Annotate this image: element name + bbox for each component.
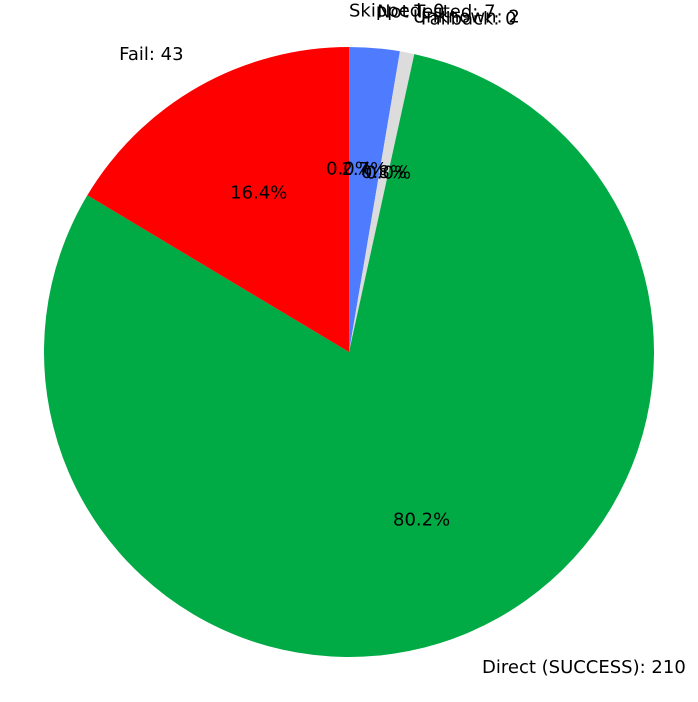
slice-percent-not-tested: 2.7% xyxy=(341,159,387,180)
pie-slice-direct-success xyxy=(43,54,654,658)
slice-label-not-tested: Not Tested: 7 xyxy=(377,2,495,23)
slice-label-unknown: Unknown: 2 xyxy=(413,7,520,28)
slice-label-skipped: Skipped: 0 xyxy=(349,1,444,22)
pie-slice-fail xyxy=(87,46,349,352)
slice-percent-fail: 16.4% xyxy=(230,182,287,203)
slice-label-fallback: Fallback: 0 xyxy=(421,8,517,29)
slice-percent-unknown: 0.8% xyxy=(361,162,407,183)
slice-percent-fallback: 0.0% xyxy=(365,163,411,184)
slice-percent-skipped: 0.0% xyxy=(326,159,372,180)
pie-slice-unknown xyxy=(349,51,415,352)
slice-percent-direct-success: 80.2% xyxy=(393,510,450,531)
slice-label-direct-success: Direct (SUCCESS): 210 xyxy=(482,657,686,678)
pie-slice-not-tested xyxy=(349,47,400,352)
slice-label-fail: Fail: 43 xyxy=(119,44,183,65)
